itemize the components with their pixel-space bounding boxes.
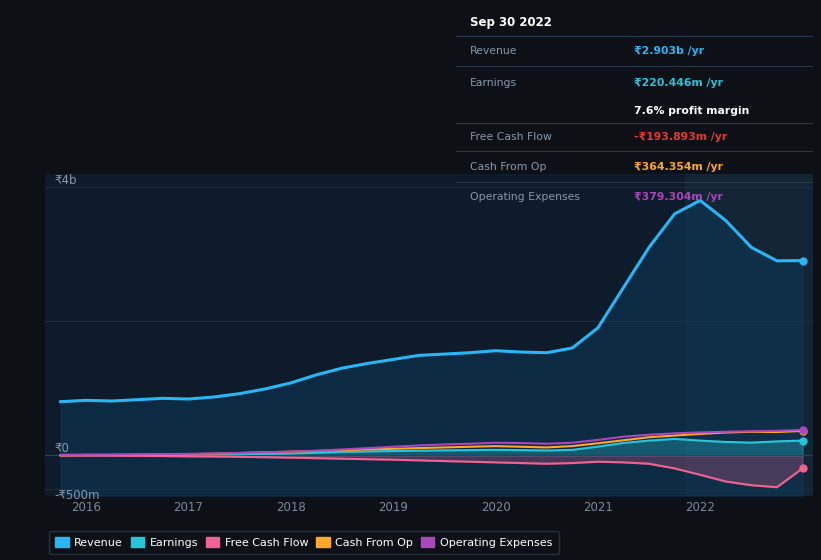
Text: Operating Expenses: Operating Expenses [470,193,580,203]
Legend: Revenue, Earnings, Free Cash Flow, Cash From Op, Operating Expenses: Revenue, Earnings, Free Cash Flow, Cash … [48,531,559,554]
Text: ₹0: ₹0 [54,442,69,455]
Text: ₹379.304m /yr: ₹379.304m /yr [635,193,723,203]
Bar [685,174,813,496]
Text: Free Cash Flow: Free Cash Flow [470,132,552,142]
Text: ₹364.354m /yr: ₹364.354m /yr [635,162,723,172]
Text: ₹2.903b /yr: ₹2.903b /yr [635,46,704,57]
Text: Revenue: Revenue [470,46,517,57]
Text: Sep 30 2022: Sep 30 2022 [470,16,552,29]
Text: ₹4b: ₹4b [54,174,77,187]
Text: 7.6% profit margin: 7.6% profit margin [635,106,750,115]
Text: Earnings: Earnings [470,78,517,88]
Text: -₹500m: -₹500m [54,489,100,502]
Text: Cash From Op: Cash From Op [470,162,547,172]
Text: ₹220.446m /yr: ₹220.446m /yr [635,78,723,88]
Text: -₹193.893m /yr: -₹193.893m /yr [635,132,727,142]
